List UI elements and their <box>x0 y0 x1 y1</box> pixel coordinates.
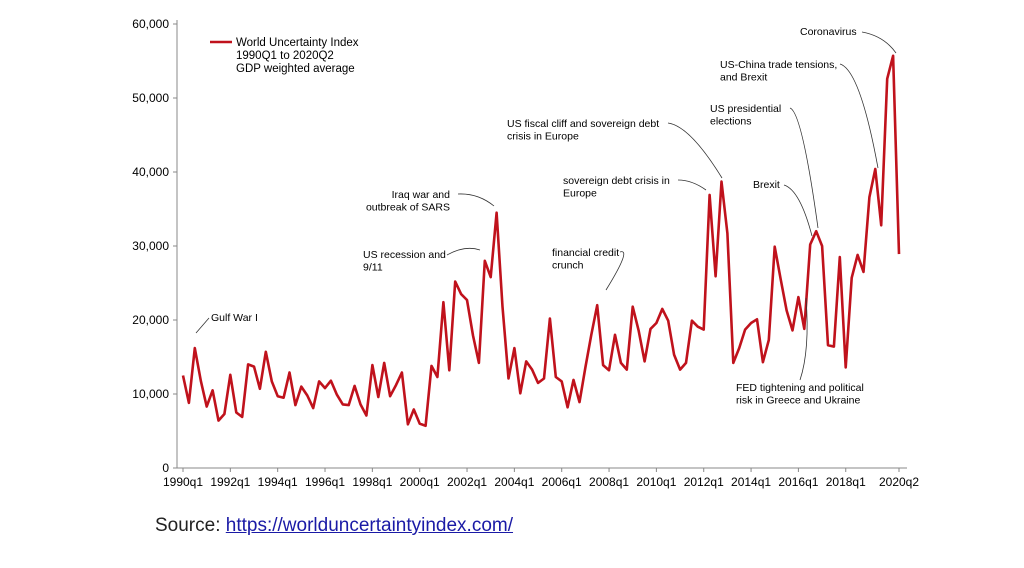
series-line-world-uncertainty-index <box>181 54 901 428</box>
x-tick-label: 2012q1 <box>684 475 724 489</box>
annotation-leader-line <box>605 251 625 291</box>
wui-line-chart: 0 10,000 20,000 30,000 40,000 50,000 60,000 19… <box>132 17 919 489</box>
annotation-label: sovereign debt crisis in <box>563 175 670 187</box>
x-tick-label: 1990q1 <box>163 475 203 489</box>
annotation-leader-line <box>783 184 813 237</box>
annotation-label: crunch <box>552 260 584 272</box>
legend-label: 1990Q1 to 2020Q2 <box>236 50 334 62</box>
y-tick-label: 50,000 <box>132 91 169 105</box>
y-tick-labels: 0 10,000 20,000 30,000 40,000 50,000 60,000 <box>132 17 177 475</box>
x-tick-labels: 1990q1 1992q1 1994q1 1996q1 1998q1 2000q1 2002… <box>163 468 919 489</box>
annotation-label: US-China trade tensions, <box>720 59 837 71</box>
annotation-leader-line <box>789 107 819 229</box>
annotation-leader-line <box>861 31 897 54</box>
annotation-label: US presidential <box>710 103 781 115</box>
annotation-label: US recession and <box>363 249 446 261</box>
annotation-leader-line <box>799 297 808 381</box>
annotation-label: and Brexit <box>720 72 767 84</box>
x-tick-label: 2018q1 <box>826 475 866 489</box>
y-tick-label: 20,000 <box>132 313 169 327</box>
x-tick-label: 2008q1 <box>589 475 629 489</box>
legend-label: World Uncertainty Index <box>236 37 359 49</box>
annotation-label: crisis in Europe <box>507 131 579 143</box>
x-tick-label: 1994q1 <box>258 475 298 489</box>
x-tick-label: 1996q1 <box>305 475 345 489</box>
series-layer <box>181 54 901 428</box>
annotation-label: 9/11 <box>363 262 383 274</box>
x-tick-label: 2016q1 <box>778 475 818 489</box>
annotation-label: elections <box>710 116 751 128</box>
annotation-leader-line <box>677 179 707 191</box>
annotation: US fiscal cliff and sovereign debtcrisis… <box>507 118 723 179</box>
x-tick-label: 2002q1 <box>447 475 487 489</box>
annotation-leader-line <box>457 193 495 207</box>
annotation-leader-line <box>667 122 723 179</box>
x-tick-label: 2020q2 <box>879 475 919 489</box>
annotation-label: Coronavirus <box>800 26 857 38</box>
annotation: Gulf War I <box>195 312 258 334</box>
annotation: Brexit <box>753 179 813 237</box>
annotation-label: risk in Greece and Ukraine <box>736 395 860 407</box>
annotation-leader-line <box>839 63 879 169</box>
annotation-label: Brexit <box>753 179 780 191</box>
x-tick-label: 2006q1 <box>542 475 582 489</box>
x-tick-label: 1998q1 <box>352 475 392 489</box>
annotation-leader-line <box>195 317 210 334</box>
annotation-label: Europe <box>563 188 597 200</box>
source-label: Source: <box>155 515 226 536</box>
y-tick-label: 60,000 <box>132 17 169 31</box>
annotation-label: Gulf War I <box>211 312 258 324</box>
source-link[interactable]: https://worlduncertaintyindex.com/ <box>225 515 514 536</box>
annotation: Coronavirus <box>800 26 897 54</box>
y-tick-label: 30,000 <box>132 239 169 253</box>
x-tick-label: 2010q1 <box>636 475 676 489</box>
x-tick-label: 1992q1 <box>210 475 250 489</box>
y-tick-label: 40,000 <box>132 165 169 179</box>
annotation-label: US fiscal cliff and sovereign debt <box>507 118 659 130</box>
y-tick-label: 10,000 <box>132 387 169 401</box>
annotation: US-China trade tensions,and Brexit <box>720 59 879 169</box>
annotation-leader-line <box>446 247 481 256</box>
x-tick-label: 2004q1 <box>494 475 534 489</box>
source-note: Source: https://worlduncertaintyindex.co… <box>155 515 513 537</box>
chart-axes <box>176 20 907 469</box>
annotation-label: financial credit <box>552 247 619 259</box>
y-tick-label: 0 <box>162 461 169 475</box>
x-tick-label: 2000q1 <box>400 475 440 489</box>
annotation-label: outbreak of SARS <box>366 202 450 214</box>
legend-label: GDP weighted average <box>236 63 355 75</box>
annotation-label: FED tightening and political <box>736 382 864 394</box>
x-tick-label: 2014q1 <box>731 475 771 489</box>
annotation-label: Iraq war and <box>392 189 451 201</box>
